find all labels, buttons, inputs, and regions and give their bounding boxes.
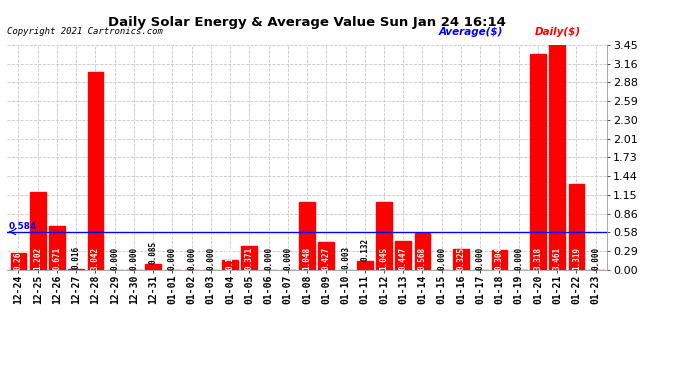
Text: 0.000: 0.000 — [514, 246, 523, 270]
Bar — [318, 242, 334, 270]
Text: 0.325: 0.325 — [457, 246, 466, 270]
Text: 3.318: 3.318 — [533, 246, 542, 270]
Text: Daily($): Daily($) — [535, 27, 581, 37]
Bar — [491, 250, 507, 270]
Bar — [145, 264, 161, 270]
Text: 0.000: 0.000 — [206, 246, 215, 270]
Text: 0.427: 0.427 — [322, 246, 331, 270]
Text: 1.048: 1.048 — [302, 246, 312, 270]
Text: 0.000: 0.000 — [437, 246, 446, 270]
Bar — [49, 226, 65, 270]
Text: 0.304: 0.304 — [495, 246, 504, 270]
Text: 0.000: 0.000 — [187, 246, 196, 270]
Text: 3.042: 3.042 — [91, 246, 100, 270]
Text: 0.085: 0.085 — [148, 241, 157, 264]
Text: 0.671: 0.671 — [52, 246, 61, 270]
Text: 0.264: 0.264 — [14, 246, 23, 270]
Bar — [357, 261, 373, 270]
Bar — [569, 184, 584, 270]
Text: 0.003: 0.003 — [341, 246, 350, 270]
Text: 0.447: 0.447 — [399, 246, 408, 270]
Text: 0.000: 0.000 — [591, 246, 600, 270]
Text: 1.319: 1.319 — [572, 246, 581, 270]
Text: 1.045: 1.045 — [380, 246, 388, 270]
Bar — [395, 241, 411, 270]
Text: 3.461: 3.461 — [553, 246, 562, 270]
Bar — [549, 44, 565, 270]
Bar — [376, 202, 392, 270]
Bar — [10, 253, 26, 270]
Text: 0.000: 0.000 — [110, 246, 119, 270]
Text: 0.132: 0.132 — [360, 238, 369, 261]
Text: Copyright 2021 Cartronics.com: Copyright 2021 Cartronics.com — [7, 27, 163, 36]
Bar — [30, 192, 46, 270]
Text: 0.000: 0.000 — [130, 246, 139, 270]
Text: 0.584: 0.584 — [9, 222, 37, 231]
Text: 0.000: 0.000 — [475, 246, 484, 270]
Bar — [299, 202, 315, 270]
Bar — [453, 249, 469, 270]
Text: 0.371: 0.371 — [245, 246, 254, 270]
Bar — [530, 54, 546, 270]
Bar — [241, 246, 257, 270]
Text: 0.000: 0.000 — [264, 246, 273, 270]
Text: 1.202: 1.202 — [33, 246, 42, 270]
Text: 0.160: 0.160 — [226, 246, 235, 270]
Bar — [88, 72, 103, 270]
Text: 0.016: 0.016 — [72, 246, 81, 268]
Bar — [68, 269, 84, 270]
Text: Average($): Average($) — [439, 27, 504, 37]
Text: 0.000: 0.000 — [168, 246, 177, 270]
Text: 0.568: 0.568 — [418, 246, 427, 270]
Bar — [415, 233, 431, 270]
Bar — [222, 260, 238, 270]
Text: Daily Solar Energy & Average Value Sun Jan 24 16:14: Daily Solar Energy & Average Value Sun J… — [108, 16, 506, 29]
Text: 0.000: 0.000 — [284, 246, 293, 270]
